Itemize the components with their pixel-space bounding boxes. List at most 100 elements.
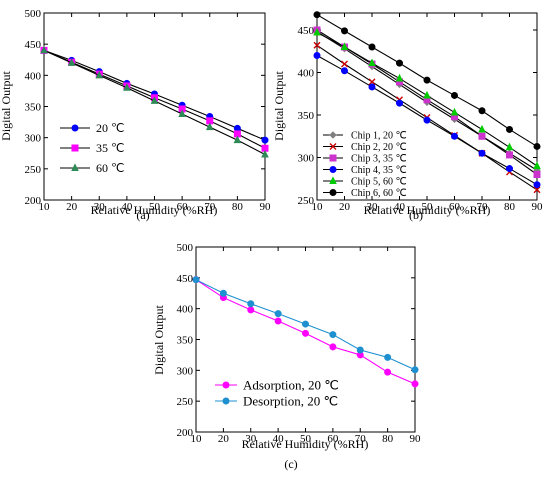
data-point xyxy=(368,58,376,67)
data-point xyxy=(341,67,348,75)
data-point xyxy=(533,186,541,194)
y-tick-label: 350 xyxy=(25,102,42,114)
legend-marker xyxy=(329,154,337,162)
data-point xyxy=(478,124,486,133)
chart-panel-0: 10 20 30 40 50 60 70 80 90 200 250 300 350 400 450 500 R… xyxy=(0,8,271,222)
y-tick-label: 300 xyxy=(298,153,315,165)
legend-marker xyxy=(329,176,337,184)
y-tick-label: 400 xyxy=(298,68,315,80)
y-tick-label: 400 xyxy=(177,304,194,316)
y-tick-label: 200 xyxy=(177,427,194,439)
legend: 20 ℃ 35 ℃ 60 ℃ xyxy=(60,121,124,175)
plot-frame xyxy=(316,12,538,201)
y-tick-label: 250 xyxy=(298,195,315,207)
data-point xyxy=(274,317,282,325)
legend-label: Chip 3, 35 ℃ xyxy=(351,154,407,165)
y-axis-label: Digital Output xyxy=(272,71,286,141)
legend-marker xyxy=(71,144,79,152)
data-point xyxy=(505,142,514,151)
y-tick-label: 300 xyxy=(177,365,194,377)
legend-label: Chip 6, 60 ℃ xyxy=(351,188,407,199)
data-point xyxy=(533,171,541,178)
data-point xyxy=(478,107,486,115)
data-point xyxy=(192,276,200,284)
legend-entry: Chip 2, 20 ℃ xyxy=(323,142,407,153)
x-tick-label: 40 xyxy=(121,201,133,213)
series-chip-5-60 xyxy=(313,27,541,169)
legend-entry: 60 ℃ xyxy=(60,161,124,175)
data-point xyxy=(40,45,48,54)
x-tick-label: 10 xyxy=(312,201,324,213)
chart-panel-1: 10 20 30 40 50 60 70 80 90 250 300 350 400 450 Relativ… xyxy=(272,11,544,222)
data-point xyxy=(478,132,486,140)
legend-label: 60 ℃ xyxy=(96,161,124,175)
data-point xyxy=(302,320,309,328)
legend-label: Adsorption, 20 ℃ xyxy=(243,378,339,393)
series-desorption-20 xyxy=(192,276,419,374)
y-axis-label: Digital Output xyxy=(0,71,13,141)
legend-marker xyxy=(71,163,79,171)
x-tick-label: 80 xyxy=(382,433,394,445)
panel-label: (b) xyxy=(409,208,423,222)
legend-label: Chip 1, 20 ℃ xyxy=(351,131,407,142)
data-point xyxy=(450,107,459,116)
x-axis-label: Relative Humidity (%RH) xyxy=(242,437,369,451)
data-point xyxy=(423,76,431,84)
data-point xyxy=(506,125,513,133)
x-tick-label: 40 xyxy=(394,201,406,213)
x-tick-label: 90 xyxy=(410,433,422,445)
data-point xyxy=(313,11,321,19)
data-point xyxy=(423,116,431,124)
x-tick-label: 40 xyxy=(273,433,285,445)
data-point xyxy=(233,135,242,144)
data-point xyxy=(396,99,403,107)
data-point xyxy=(396,59,403,67)
data-point xyxy=(123,83,131,91)
data-point xyxy=(533,161,541,169)
x-tick-label: 10 xyxy=(39,201,51,213)
y-tick-label: 450 xyxy=(298,25,315,37)
y-tick-label: 400 xyxy=(25,70,42,82)
data-point xyxy=(340,42,349,50)
legend-entry: Desorption, 20 ℃ xyxy=(215,394,338,409)
x-tick-label: 80 xyxy=(504,201,516,213)
x-tick-label: 20 xyxy=(218,433,230,445)
legend-marker xyxy=(222,397,230,405)
y-tick-label: 450 xyxy=(177,273,194,285)
data-point xyxy=(341,60,348,68)
legend-label: Desorption, 20 ℃ xyxy=(243,394,338,409)
x-tick-label: 50 xyxy=(149,201,161,213)
x-tick-label: 60 xyxy=(449,201,461,213)
data-point xyxy=(67,58,76,66)
data-point xyxy=(384,368,392,376)
x-tick-label: 70 xyxy=(204,201,216,213)
data-point xyxy=(313,41,321,49)
x-tick-label: 60 xyxy=(177,201,189,213)
y-tick-label: 500 xyxy=(177,242,194,254)
y-tick-label: 350 xyxy=(177,335,194,347)
series-chip-4-35 xyxy=(313,52,541,189)
data-point xyxy=(341,27,348,35)
chart-panel-2: 10 20 30 40 50 60 70 80 90 200 250 300 350 400 450 500 R… xyxy=(152,242,421,471)
data-point xyxy=(150,96,159,104)
x-tick-label: 90 xyxy=(532,201,544,213)
series-60 xyxy=(40,45,269,158)
legend-marker xyxy=(329,143,337,150)
data-point xyxy=(478,149,486,157)
data-point xyxy=(261,136,269,144)
legend-entry: Adsorption, 20 ℃ xyxy=(215,378,339,393)
data-point xyxy=(451,91,458,99)
y-tick-label: 250 xyxy=(25,164,42,176)
legend-entry: 35 ℃ xyxy=(60,141,124,155)
data-point xyxy=(411,380,419,388)
data-point xyxy=(506,165,513,173)
x-tick-label: 70 xyxy=(355,433,367,445)
x-tick-label: 10 xyxy=(191,433,203,445)
x-tick-label: 20 xyxy=(66,201,78,213)
legend-entry: Chip 3, 35 ℃ xyxy=(323,154,407,165)
y-tick-label: 300 xyxy=(25,133,42,145)
legend-label: 35 ℃ xyxy=(96,141,124,155)
y-tick-label: 450 xyxy=(25,39,42,51)
data-point xyxy=(368,78,376,86)
